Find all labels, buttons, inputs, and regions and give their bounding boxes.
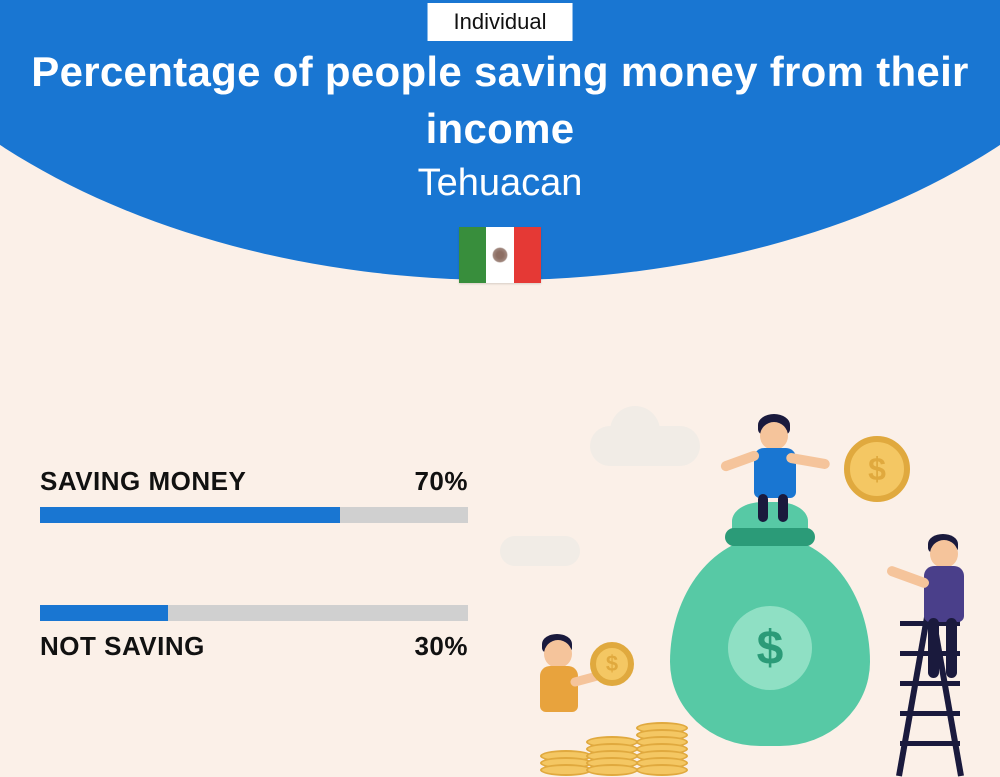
mexico-flag — [459, 227, 541, 283]
money-bag-icon: $ — [670, 536, 870, 746]
bar-header: SAVING MONEY 70% — [40, 466, 468, 497]
flag-emblem — [492, 247, 508, 263]
bar-fill — [40, 507, 340, 523]
bar-saving-money: SAVING MONEY 70% — [40, 466, 468, 523]
category-badge: Individual — [428, 3, 573, 41]
bar-label: NOT SAVING — [40, 631, 205, 662]
bar-track — [40, 507, 468, 523]
person-icon — [730, 416, 820, 536]
person-icon — [520, 636, 600, 756]
coin-icon: $ — [844, 436, 910, 502]
flag-white-stripe — [486, 227, 513, 283]
bar-track — [40, 605, 468, 621]
bar-header: NOT SAVING 30% — [40, 631, 468, 662]
dollar-sign-icon: $ — [728, 606, 812, 690]
coin-stack-icon — [636, 727, 688, 776]
coin-stack-icon — [586, 741, 638, 776]
cloud-icon — [500, 536, 580, 566]
flag-red-stripe — [514, 227, 541, 283]
bar-fill — [40, 605, 168, 621]
bar-value: 70% — [414, 466, 468, 497]
bar-value: 30% — [414, 631, 468, 662]
bars-container: SAVING MONEY 70% NOT SAVING 30% — [40, 466, 468, 744]
bar-not-saving: NOT SAVING 30% — [40, 605, 468, 662]
person-icon — [900, 536, 990, 736]
bar-label: SAVING MONEY — [40, 466, 246, 497]
page-title: Percentage of people saving money from t… — [0, 44, 1000, 157]
coin-icon: $ — [590, 642, 634, 686]
flag-green-stripe — [459, 227, 486, 283]
location-subtitle: Tehuacan — [0, 162, 1000, 205]
cloud-icon — [590, 426, 700, 466]
coin-stack-icon — [540, 755, 592, 776]
savings-illustration: $ $ $ — [560, 416, 980, 776]
